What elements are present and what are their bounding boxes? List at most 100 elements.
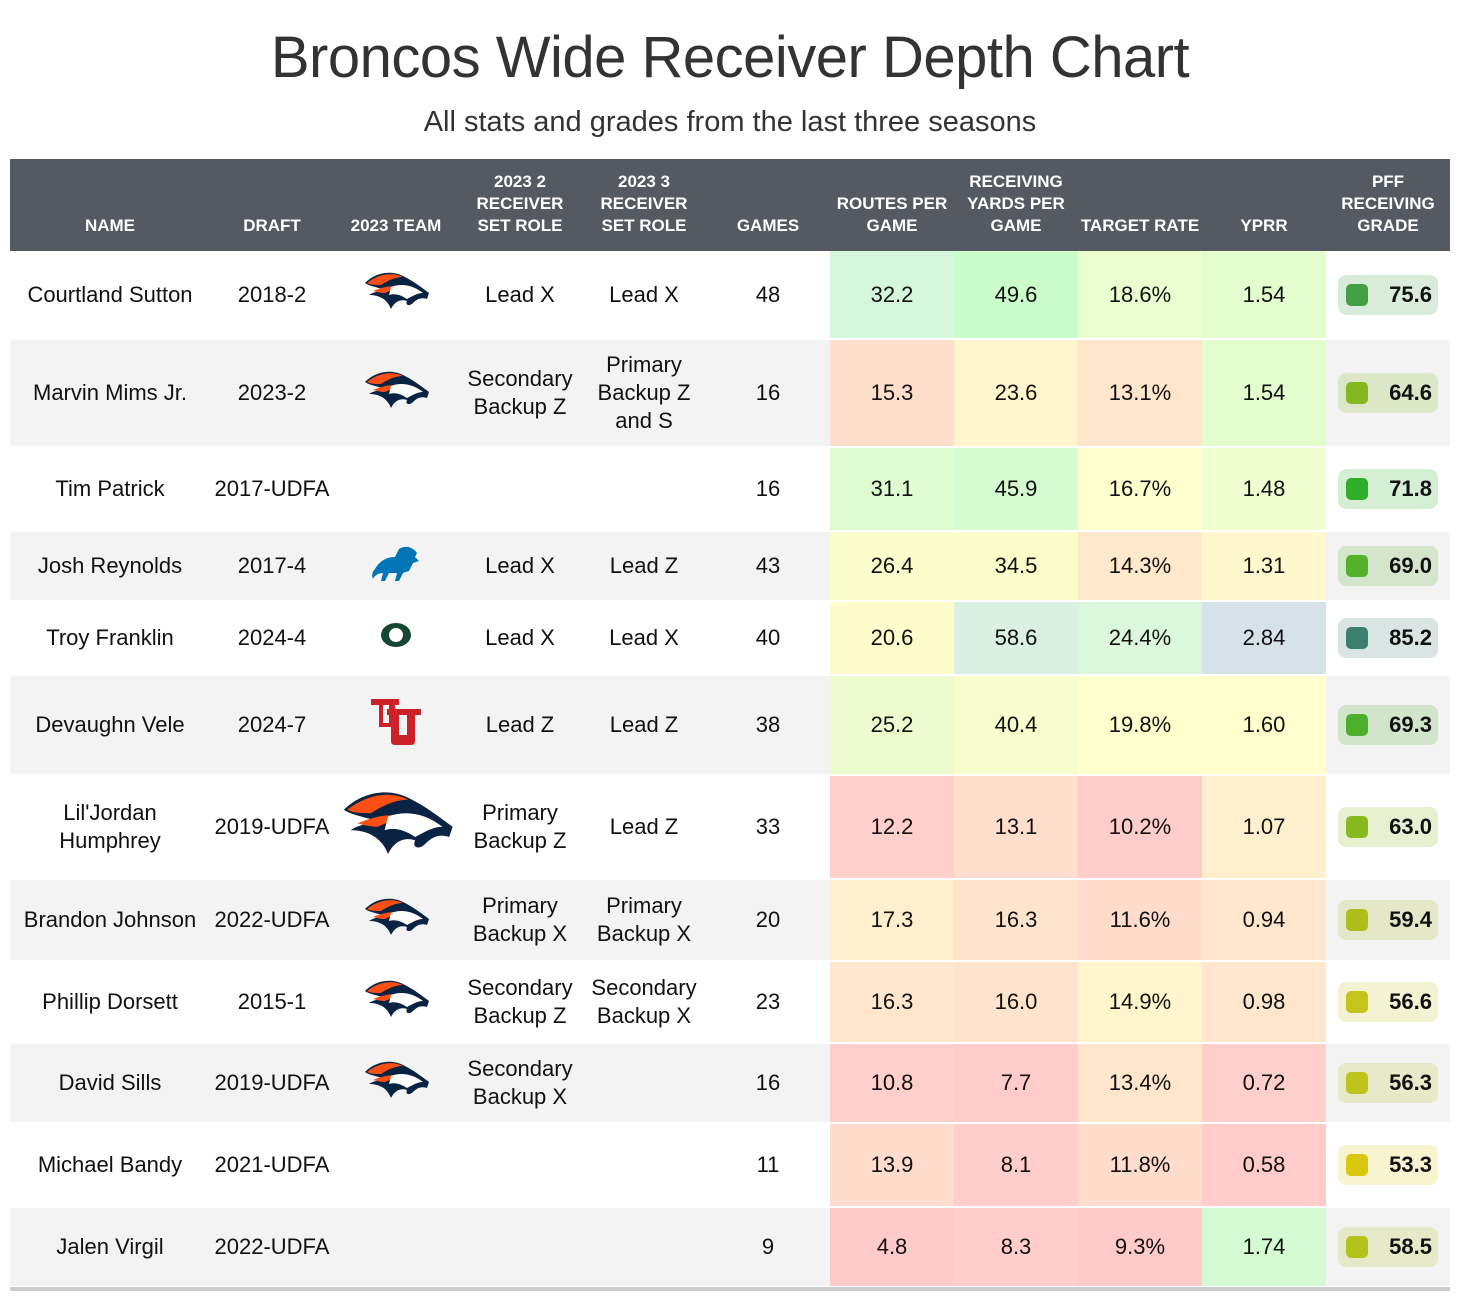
broncos-logo-icon: [361, 269, 431, 320]
draft-pick: 2015-1: [210, 961, 334, 1044]
two-receiver-role: Secondary Backup Z: [458, 961, 582, 1044]
table-bottom-border: [10, 1287, 1450, 1291]
routes-per-game: 16.3: [830, 961, 954, 1044]
table-row: Josh Reynolds 2017-4 Lead X Lead Z 43 26.4 34.…: [10, 531, 1450, 602]
target-rate: 9.3%: [1078, 1207, 1202, 1288]
broncos-logo-icon: [361, 1058, 431, 1109]
two-receiver-role: [458, 447, 582, 532]
draft-pick: 2017-UDFA: [210, 447, 334, 532]
games: 16: [706, 447, 830, 532]
routes-per-game: 4.8: [830, 1207, 954, 1288]
yprr: 1.54: [1202, 251, 1326, 340]
routes-per-game: 25.2: [830, 675, 954, 776]
routes-per-game: 15.3: [830, 339, 954, 448]
yprr: 1.74: [1202, 1207, 1326, 1288]
grade-cell: 59.4: [1326, 879, 1450, 962]
grade-color-icon: [1346, 991, 1368, 1013]
column-header[interactable]: 2023 3 RECEIVER SET ROLE: [582, 159, 706, 251]
table-row: Brandon Johnson 2022-UDFA Primary Backup X…: [10, 879, 1450, 962]
grade-value: 69.0: [1389, 553, 1432, 578]
receiving-yards-per-game: 8.3: [954, 1207, 1078, 1288]
routes-per-game: 32.2: [830, 251, 954, 340]
yprr: 0.94: [1202, 879, 1326, 962]
column-header[interactable]: 2023 TEAM: [334, 159, 458, 251]
grade-color-icon: [1346, 478, 1368, 500]
yprr: 0.98: [1202, 961, 1326, 1044]
player-name: Troy Franklin: [10, 601, 210, 676]
target-rate: 10.2%: [1078, 775, 1202, 880]
table-row: David Sills 2019-UDFA Secondary Backup X 16…: [10, 1043, 1450, 1124]
column-header[interactable]: TARGET RATE: [1078, 159, 1202, 251]
yprr: 0.72: [1202, 1043, 1326, 1124]
column-header[interactable]: 2023 2 RECEIVER SET ROLE: [458, 159, 582, 251]
column-header[interactable]: PFF RECEIVING GRADE: [1326, 159, 1450, 251]
player-name: Phillip Dorsett: [10, 961, 210, 1044]
grade-badge: 53.3: [1338, 1145, 1438, 1185]
player-name: Brandon Johnson: [10, 879, 210, 962]
grade-value: 75.6: [1389, 281, 1432, 307]
routes-per-game: 17.3: [830, 879, 954, 962]
player-name: Devaughn Vele: [10, 675, 210, 776]
grade-cell: 56.3: [1326, 1043, 1450, 1124]
column-header[interactable]: ROUTES PER GAME: [830, 159, 954, 251]
grade-badge: 56.3: [1338, 1063, 1438, 1103]
grade-cell: 63.0: [1326, 775, 1450, 880]
receiving-yards-per-game: 40.4: [954, 675, 1078, 776]
table-header-row: NAME DRAFT 2023 TEAM 2023 2 RECEIVER SET RO…: [10, 159, 1450, 251]
receiving-yards-per-game: 45.9: [954, 447, 1078, 532]
yprr: 1.48: [1202, 447, 1326, 532]
column-header[interactable]: DRAFT: [210, 159, 334, 251]
column-header[interactable]: RECEIVING YARDS PER GAME: [954, 159, 1078, 251]
grade-cell: 58.5: [1326, 1207, 1450, 1288]
two-receiver-role: Lead X: [458, 531, 582, 602]
team-cell: [334, 1207, 458, 1288]
three-receiver-role: [582, 1043, 706, 1124]
column-header[interactable]: YPRR: [1202, 159, 1326, 251]
routes-per-game: 12.2: [830, 775, 954, 880]
games: 16: [706, 1043, 830, 1124]
column-header[interactable]: NAME: [10, 159, 210, 251]
grade-badge: 64.6: [1338, 373, 1438, 413]
three-receiver-role: [582, 1123, 706, 1208]
grade-value: 85.2: [1389, 625, 1432, 650]
two-receiver-role: Primary Backup Z: [458, 775, 582, 880]
three-receiver-role: Secondary Backup X: [582, 961, 706, 1044]
yprr: 1.07: [1202, 775, 1326, 880]
grade-cell: 85.2: [1326, 601, 1450, 676]
player-name: Courtland Sutton: [10, 251, 210, 340]
column-header[interactable]: GAMES: [706, 159, 830, 251]
three-receiver-role: Primary Backup X: [582, 879, 706, 962]
grade-value: 63.0: [1389, 814, 1432, 839]
draft-pick: 2018-2: [210, 251, 334, 340]
target-rate: 13.1%: [1078, 339, 1202, 448]
grade-color-icon: [1346, 909, 1368, 931]
two-receiver-role: Lead X: [458, 251, 582, 340]
table-row: Jalen Virgil 2022-UDFA 9 4.8 8.3 9.3% 1.74 58.5: [10, 1207, 1450, 1288]
target-rate: 16.7%: [1078, 447, 1202, 532]
team-cell: [334, 879, 458, 962]
two-receiver-role: Secondary Backup Z: [458, 339, 582, 448]
player-name: Tim Patrick: [10, 447, 210, 532]
grade-badge: 75.6: [1338, 274, 1438, 315]
team-cell: [334, 447, 458, 532]
draft-pick: 2022-UDFA: [210, 1207, 334, 1288]
games: 40: [706, 601, 830, 676]
grade-value: 71.8: [1389, 476, 1432, 501]
grade-color-icon: [1346, 627, 1368, 649]
grade-badge: 56.6: [1338, 982, 1438, 1022]
draft-pick: 2023-2: [210, 339, 334, 448]
draft-pick: 2019-UDFA: [210, 775, 334, 880]
broncos-logo-icon: [361, 368, 431, 419]
two-receiver-role: [458, 1123, 582, 1208]
table-row: Lil'Jordan Humphrey 2019-UDFA Primary Back…: [10, 775, 1450, 880]
table-row: Tim Patrick 2017-UDFA 16 31.1 45.9 16.7% 1.48 7…: [10, 447, 1450, 532]
player-name: Josh Reynolds: [10, 531, 210, 602]
page-title: Broncos Wide Receiver Depth Chart: [270, 25, 1190, 90]
player-name: Marvin Mims Jr.: [10, 339, 210, 448]
team-cell: [334, 531, 458, 602]
team-cell: [334, 1123, 458, 1208]
two-receiver-role: [458, 1207, 582, 1288]
grade-badge: 85.2: [1338, 618, 1438, 658]
broncos-logo-icon: [361, 895, 431, 946]
three-receiver-role: Lead Z: [582, 775, 706, 880]
